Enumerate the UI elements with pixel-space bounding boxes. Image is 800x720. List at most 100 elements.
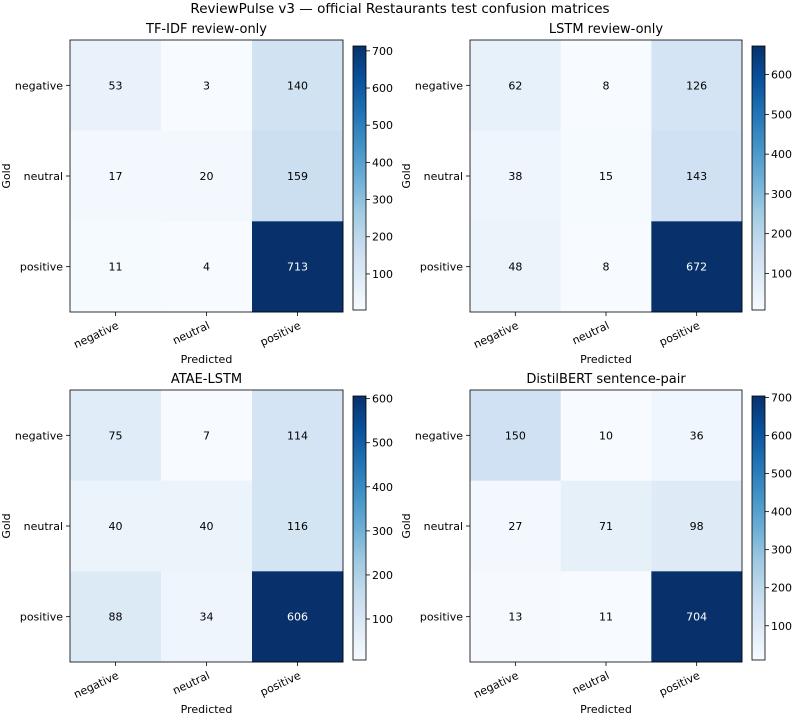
colorbar bbox=[352, 45, 367, 311]
x-axis-label: Predicted bbox=[580, 353, 632, 366]
heatmap-cell bbox=[70, 221, 162, 313]
colorbar-tick-label: 600 bbox=[372, 393, 393, 406]
colorbar bbox=[751, 45, 766, 311]
y-tick-label: positive bbox=[420, 611, 463, 624]
chart-title: TF-IDF review-only bbox=[145, 22, 267, 37]
y-tick-label: negative bbox=[415, 79, 463, 92]
cell-value-label: 606 bbox=[287, 611, 308, 624]
heatmap-cell bbox=[651, 40, 743, 132]
colorbar-tick-label: 100 bbox=[771, 267, 792, 280]
heatmap-cell bbox=[161, 390, 253, 482]
y-axis-label: Gold bbox=[0, 163, 13, 188]
colorbar-tick-label: 100 bbox=[372, 268, 393, 281]
heatmap-cell bbox=[252, 221, 344, 313]
colorbar-tick-label: 100 bbox=[771, 620, 792, 633]
cell-value-label: 88 bbox=[109, 611, 123, 624]
heatmap-cell bbox=[161, 130, 253, 222]
cell-value-label: 713 bbox=[287, 261, 308, 274]
cell-value-label: 8 bbox=[603, 79, 610, 92]
y-axis-label: Gold bbox=[400, 513, 413, 538]
x-tick-label: neutral bbox=[171, 319, 212, 347]
heatmap-cell bbox=[560, 571, 652, 663]
heatmap-cell bbox=[560, 130, 652, 222]
x-tick-label: neutral bbox=[570, 319, 611, 347]
cell-value-label: 11 bbox=[109, 261, 123, 274]
heatmap-cell bbox=[651, 390, 743, 482]
cell-value-label: 4 bbox=[203, 261, 210, 274]
heatmap-cell bbox=[70, 40, 162, 132]
y-tick-label: neutral bbox=[24, 520, 63, 533]
cell-value-label: 40 bbox=[200, 520, 214, 533]
heatmap-cell bbox=[252, 390, 344, 482]
y-tick-label: positive bbox=[20, 611, 63, 624]
heatmap-cell bbox=[470, 40, 562, 132]
cell-value-label: 62 bbox=[508, 79, 522, 92]
colorbar-tick-label: 500 bbox=[771, 468, 792, 481]
x-tick-label: neutral bbox=[171, 669, 212, 697]
y-tick-label: positive bbox=[20, 261, 63, 274]
y-tick-label: negative bbox=[15, 429, 63, 442]
x-tick-label: positive bbox=[258, 319, 303, 349]
heatmap-cell bbox=[560, 221, 652, 313]
cell-value-label: 126 bbox=[686, 79, 707, 92]
cell-value-label: 114 bbox=[287, 429, 308, 442]
x-tick-label: positive bbox=[258, 669, 303, 699]
y-tick-label: neutral bbox=[424, 520, 463, 533]
y-tick-label: neutral bbox=[424, 170, 463, 183]
heatmap-cell bbox=[161, 571, 253, 663]
colorbar-tick-label: 200 bbox=[372, 231, 393, 244]
heatmap-cell bbox=[70, 571, 162, 663]
colorbar-tick-label: 500 bbox=[372, 119, 393, 132]
cell-value-label: 150 bbox=[505, 429, 526, 442]
cell-value-label: 53 bbox=[109, 79, 123, 92]
chart-title: LSTM review-only bbox=[549, 22, 664, 37]
colorbar-tick-label: 300 bbox=[372, 525, 393, 538]
heatmap-cell bbox=[252, 130, 344, 222]
colorbar-tick-label: 200 bbox=[372, 569, 393, 582]
x-axis-label: Predicted bbox=[181, 353, 233, 366]
x-tick-label: positive bbox=[657, 669, 702, 699]
cell-value-label: 672 bbox=[686, 261, 707, 274]
colorbar-tick-label: 400 bbox=[771, 506, 792, 519]
cell-value-label: 38 bbox=[508, 170, 522, 183]
cell-value-label: 159 bbox=[287, 170, 308, 183]
colorbar-tick-label: 600 bbox=[372, 82, 393, 95]
y-axis-label: Gold bbox=[0, 513, 13, 538]
colorbar-tick-label: 400 bbox=[372, 156, 393, 169]
cell-value-label: 3 bbox=[203, 79, 210, 92]
x-tick-label: negative bbox=[472, 319, 521, 351]
cell-value-label: 116 bbox=[287, 520, 308, 533]
colorbar-tick-label: 400 bbox=[771, 148, 792, 161]
cell-value-label: 11 bbox=[599, 611, 613, 624]
heatmap-cell bbox=[470, 480, 562, 572]
figure-title: ReviewPulse v3 — official Restaurants te… bbox=[190, 1, 610, 17]
y-tick-label: negative bbox=[415, 429, 463, 442]
heatmap-cell bbox=[651, 571, 743, 663]
heatmap-cell bbox=[651, 130, 743, 222]
colorbar-tick-label: 500 bbox=[372, 437, 393, 450]
heatmap-cell bbox=[161, 40, 253, 132]
cell-value-label: 36 bbox=[690, 429, 704, 442]
cell-value-label: 71 bbox=[599, 520, 613, 533]
heatmap-cell bbox=[252, 480, 344, 572]
colorbar bbox=[751, 395, 766, 661]
heatmap-cell bbox=[470, 571, 562, 663]
y-tick-label: positive bbox=[420, 261, 463, 274]
colorbar-tick-label: 600 bbox=[771, 69, 792, 82]
heatmap-cell bbox=[161, 221, 253, 313]
x-tick-label: negative bbox=[72, 669, 121, 701]
heatmap-cell bbox=[470, 390, 562, 482]
colorbar-tick-label: 300 bbox=[372, 194, 393, 207]
cell-value-label: 20 bbox=[200, 170, 214, 183]
y-tick-label: neutral bbox=[24, 170, 63, 183]
cell-value-label: 143 bbox=[686, 170, 707, 183]
colorbar-tick-label: 200 bbox=[771, 228, 792, 241]
colorbar-tick-label: 700 bbox=[372, 45, 393, 58]
colorbar bbox=[352, 395, 367, 661]
heatmap-cell bbox=[252, 40, 344, 132]
chart-title: ATAE-LSTM bbox=[171, 372, 242, 387]
heatmap-cell bbox=[651, 480, 743, 572]
colorbar-tick-label: 400 bbox=[372, 481, 393, 494]
cell-value-label: 98 bbox=[690, 520, 704, 533]
heatmap-cell bbox=[560, 390, 652, 482]
